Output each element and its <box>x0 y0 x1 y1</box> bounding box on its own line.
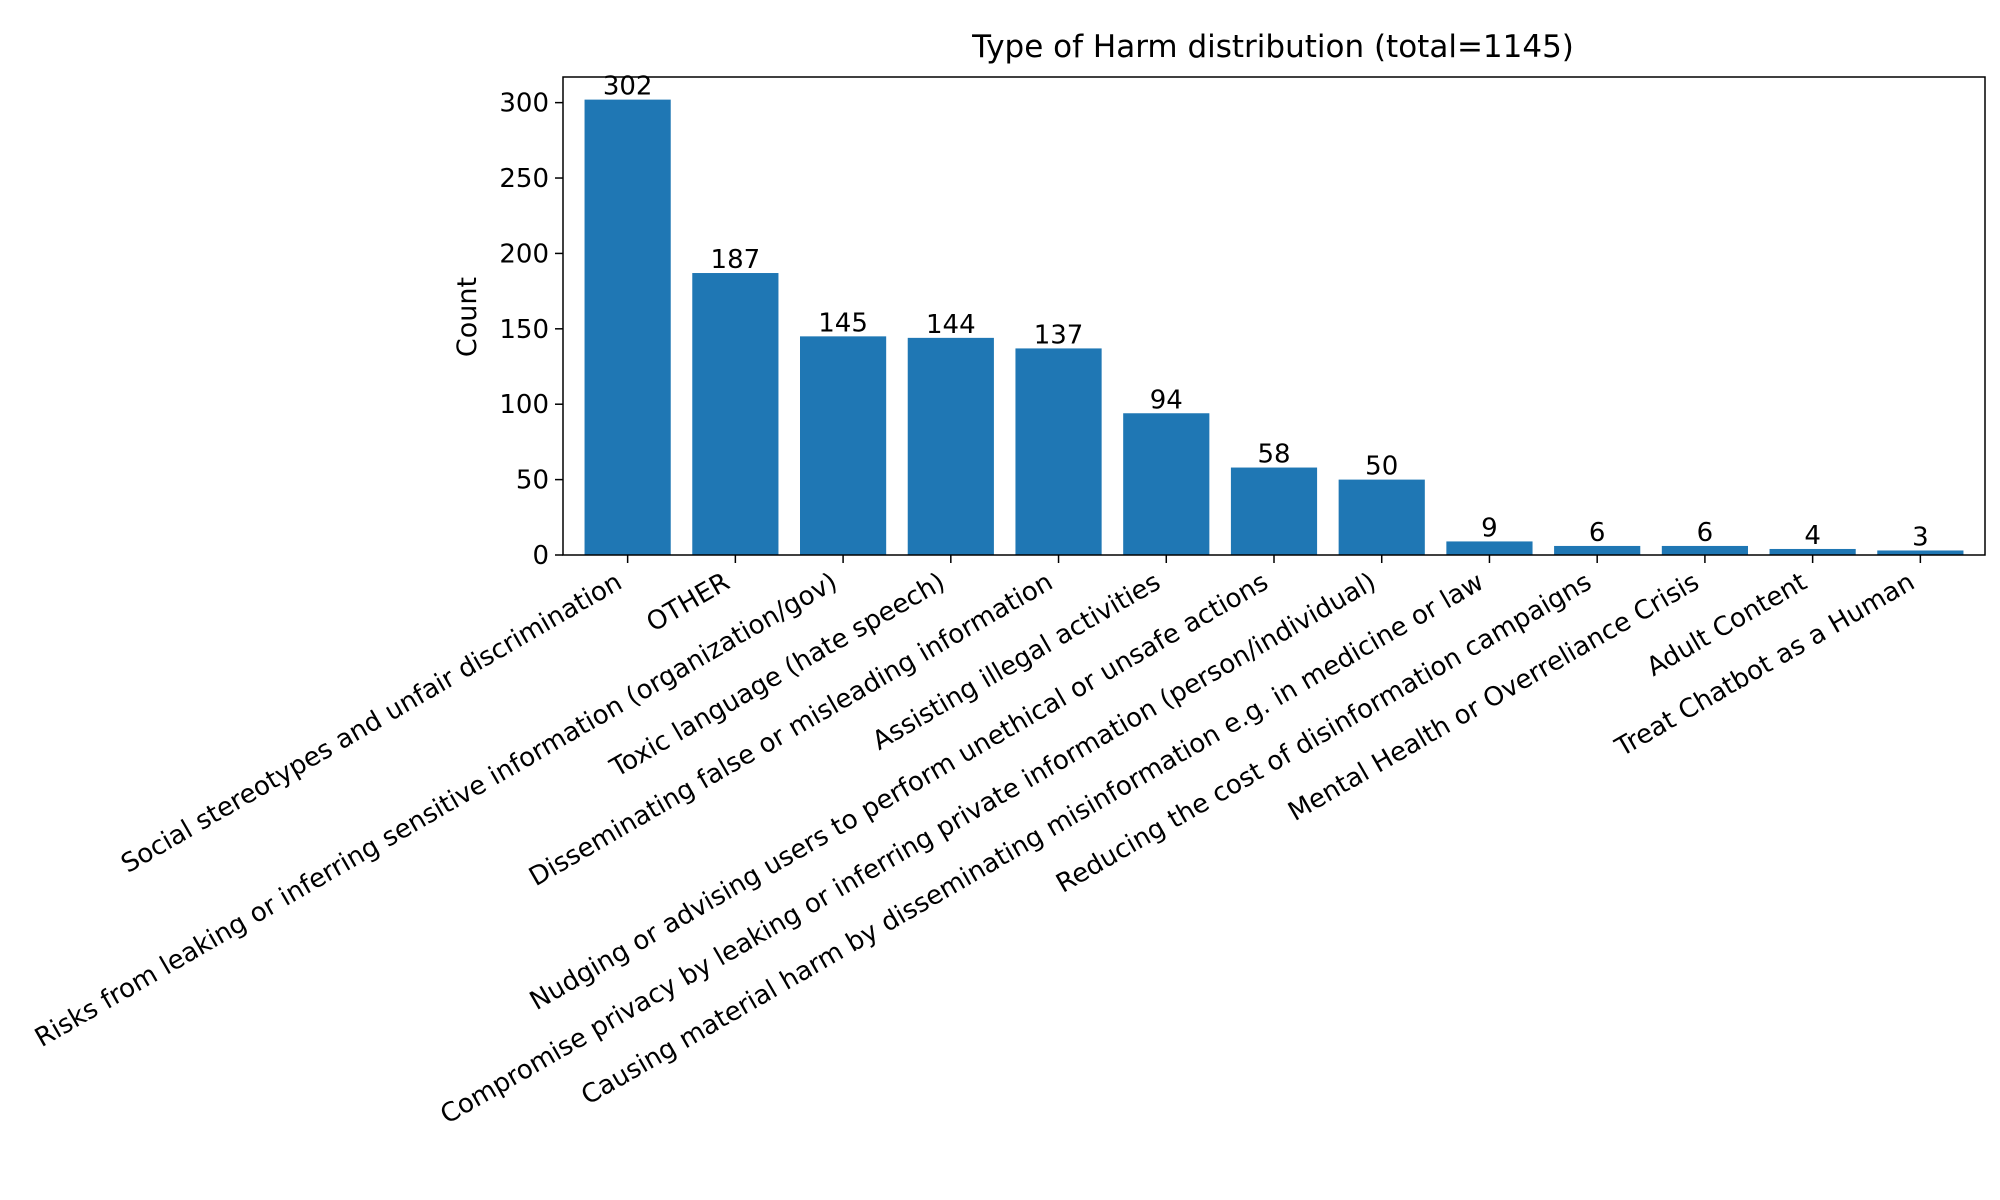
bar <box>692 273 779 555</box>
bar-value-label: 187 <box>711 245 761 275</box>
bar <box>1230 467 1318 555</box>
bar <box>1015 348 1102 555</box>
bar-value-label: 3 <box>1912 522 1929 552</box>
bar-value-label: 137 <box>1034 320 1084 350</box>
bar <box>1446 541 1533 555</box>
bar <box>800 336 887 555</box>
bar-value-label: 58 <box>1257 440 1290 470</box>
y-tick-label: 50 <box>516 466 549 496</box>
bar <box>1877 550 1964 555</box>
y-tick-label: 200 <box>499 239 549 269</box>
x-axis: Social stereotypes and unfair discrimina… <box>30 555 1922 1130</box>
bar-value-label: 6 <box>1589 518 1606 548</box>
bar-labels-group: 302 187 145 144 137 94 58 50 9 6 6 4 3 <box>603 72 1929 553</box>
bar <box>1661 545 1748 555</box>
bar-value-label: 145 <box>818 308 868 338</box>
bar-value-label: 9 <box>1481 513 1498 543</box>
bar <box>1554 545 1641 555</box>
bar <box>1123 413 1210 555</box>
y-tick-label: 100 <box>499 390 549 420</box>
plot-frame <box>562 76 1986 556</box>
x-tick-label: Risks from leaking or inferring sensitiv… <box>30 567 843 1053</box>
bar-value-label: 94 <box>1150 385 1183 415</box>
bar-value-label: 302 <box>603 72 653 102</box>
y-tick-label: 300 <box>499 89 549 119</box>
bar-value-label: 6 <box>1697 518 1714 548</box>
bar-value-label: 144 <box>926 310 976 340</box>
y-axis-label: Count <box>452 277 483 357</box>
bar-value-label: 50 <box>1365 452 1398 482</box>
bars-group <box>584 99 1964 556</box>
bar <box>907 337 994 555</box>
bar <box>1769 548 1856 555</box>
x-tick-label: Nudging or advising users to perform une… <box>525 567 1274 1017</box>
y-tick-label: 0 <box>532 541 549 571</box>
bar <box>584 99 671 556</box>
bar-value-label: 4 <box>1804 521 1821 551</box>
bar <box>1338 479 1425 555</box>
y-tick-label: 150 <box>499 315 549 345</box>
y-axis: 0 50 100 150 200 250 300 <box>499 89 563 571</box>
chart-title: Type of Harm distribution (total=1145) <box>971 29 1574 65</box>
y-tick-label: 250 <box>499 164 549 194</box>
